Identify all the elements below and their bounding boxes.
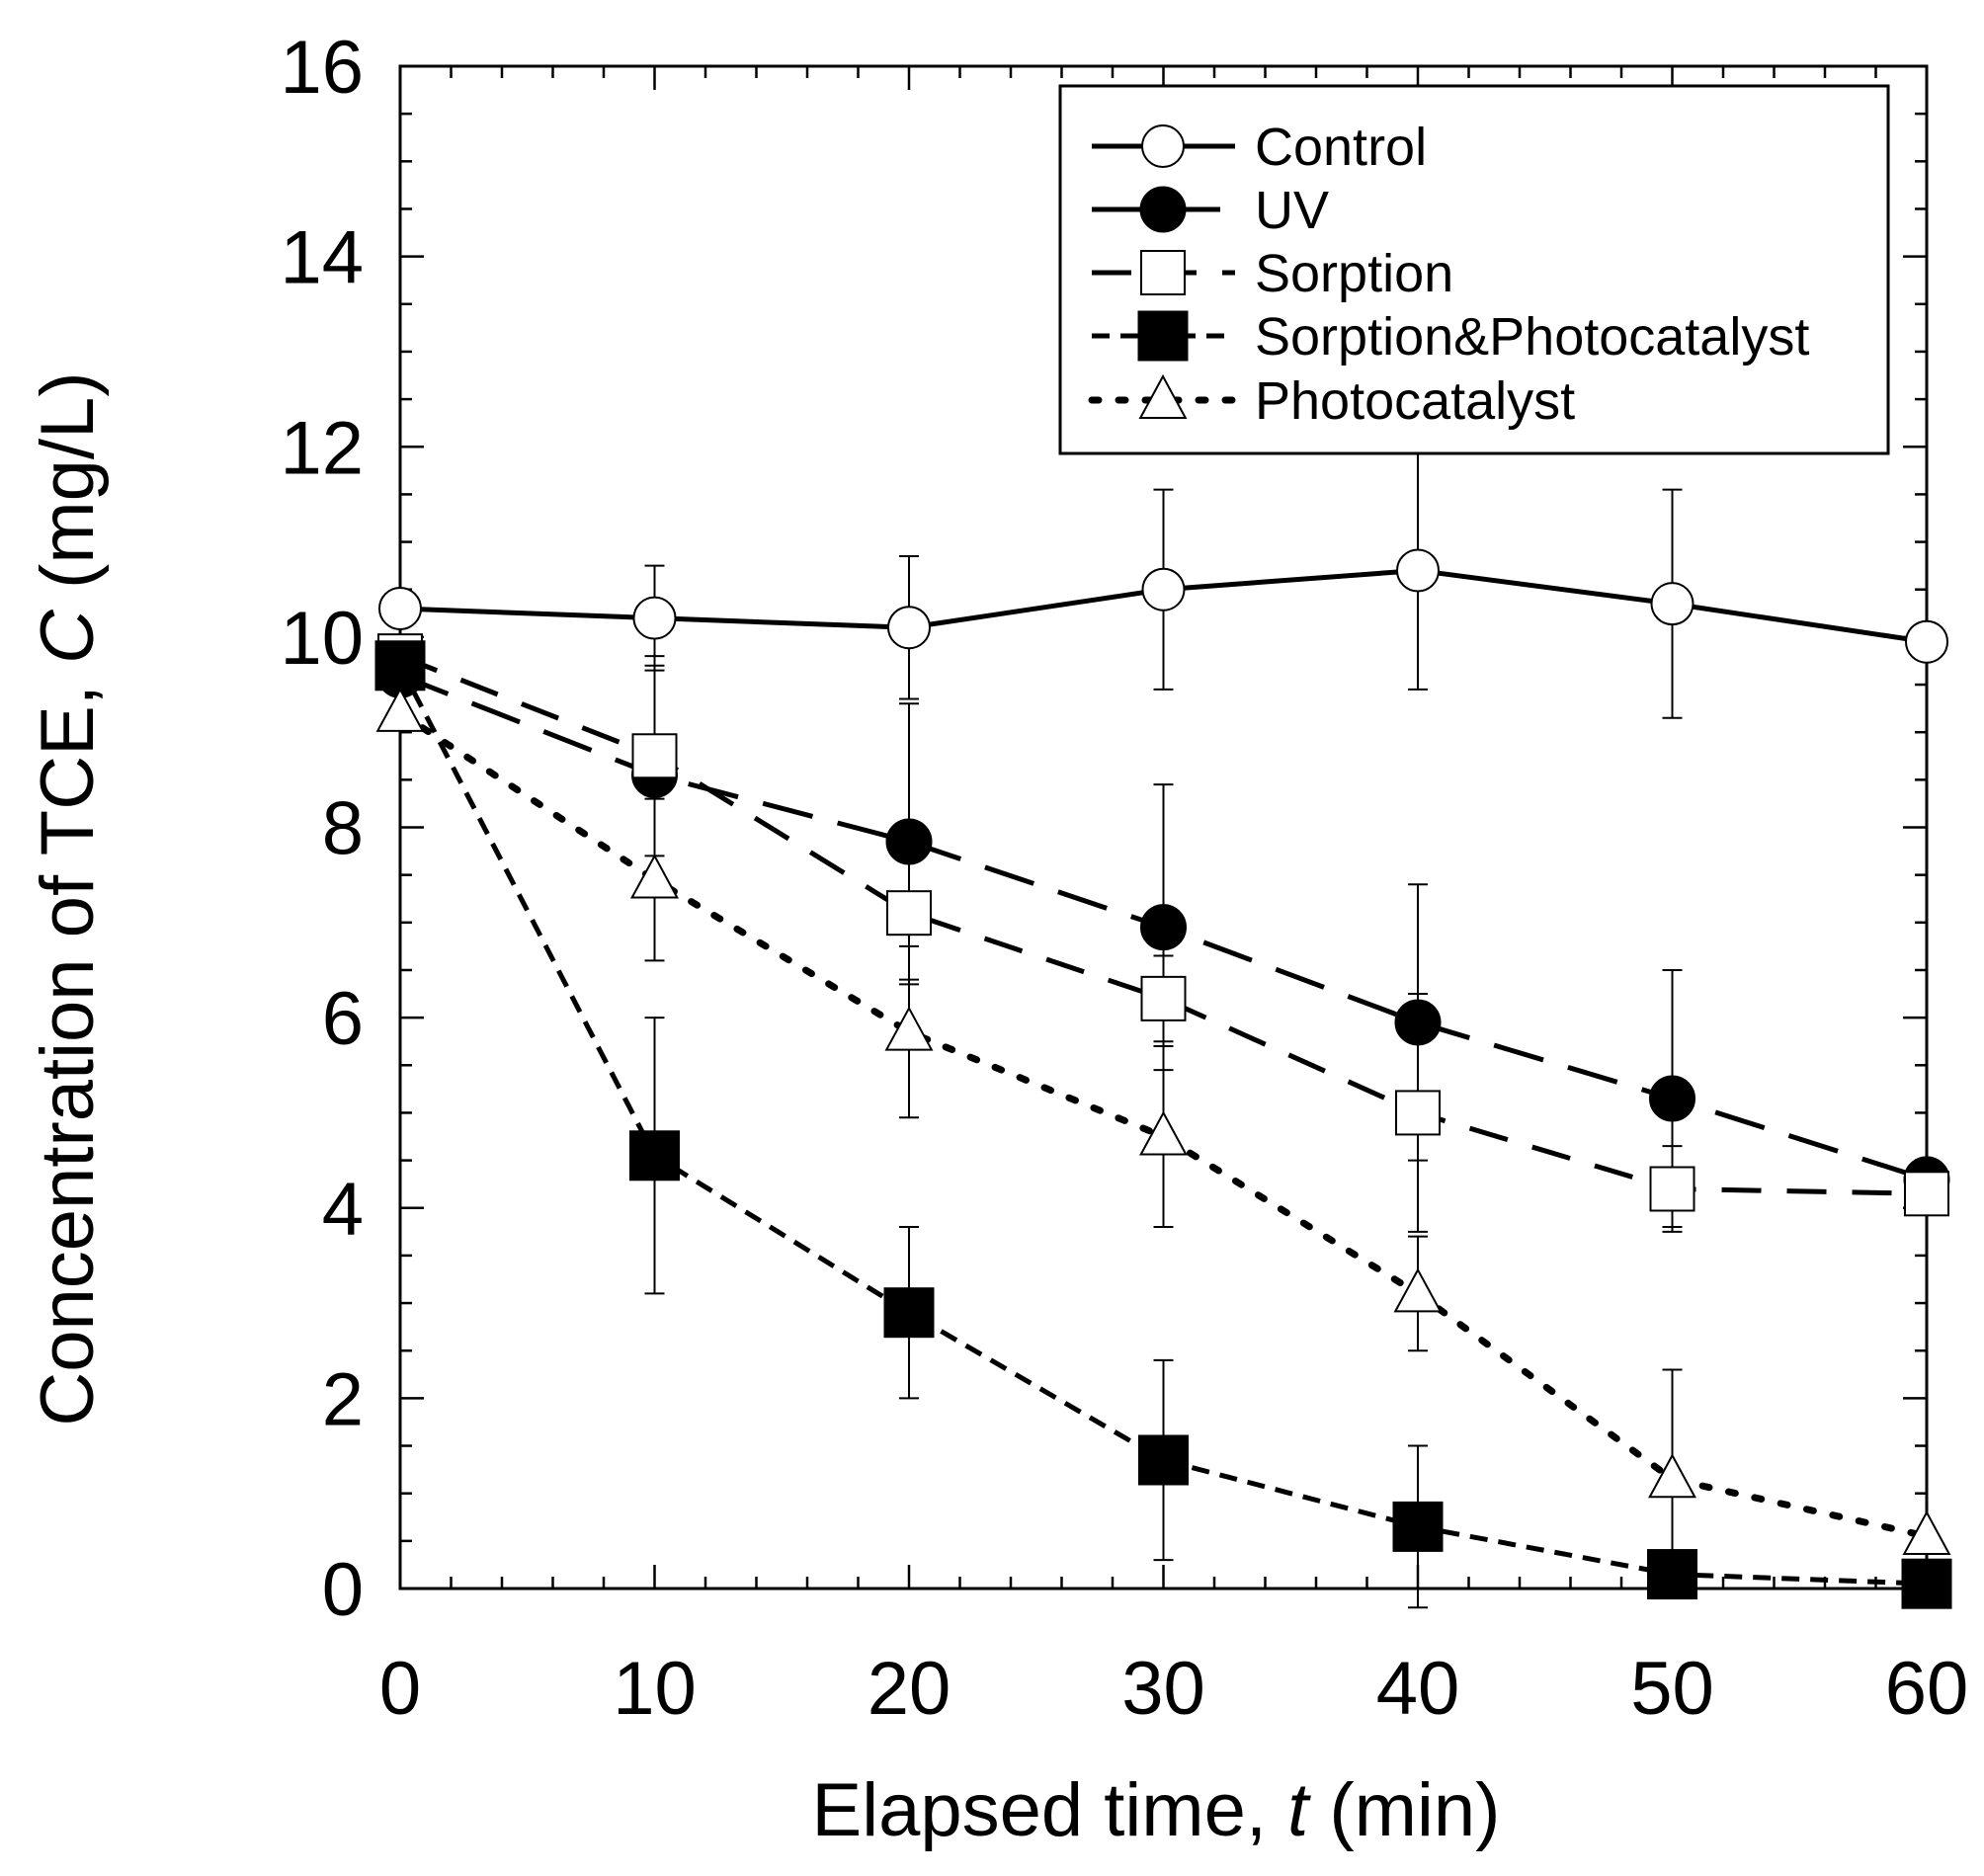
legend-label-sorption-photocatalyst: Sorption&Photocatalyst	[1255, 307, 1809, 367]
data-point-control	[1650, 582, 1695, 626]
data-point-sorption	[1904, 1171, 1949, 1217]
series-photocatalyst	[375, 687, 1951, 1590]
data-point-sorption	[886, 890, 932, 937]
data-point-photocatalyst	[1393, 1267, 1443, 1313]
y-tick-label: 0	[322, 1548, 364, 1632]
data-point-sorption-photocatalyst	[1901, 1558, 1952, 1609]
legend-label-control: Control	[1255, 118, 1427, 177]
legend-marker-control	[1141, 124, 1185, 168]
data-point-sorption	[1395, 1090, 1441, 1136]
data-point-photocatalyst	[375, 687, 425, 732]
y-tick-label: 6	[322, 977, 364, 1061]
data-point-uv	[1649, 1075, 1695, 1122]
x-tick-label: 20	[868, 1647, 951, 1731]
legend-label-sorption: Sorption	[1255, 244, 1453, 303]
axes: 0 10 20 30 40 50 60 0 2 4 6 8 10 12 14 16	[280, 26, 1968, 1731]
y-tick-label: 16	[280, 26, 364, 110]
data-point-sorption	[1649, 1166, 1695, 1212]
data-point-control	[1905, 619, 1948, 664]
data-point-sorption-photocatalyst	[629, 1130, 680, 1182]
legend-label-uv: UV	[1255, 181, 1329, 240]
legend-marker-sorption	[1140, 250, 1186, 295]
y-axis-title: Concentration of TCE, C (mg/L)	[26, 371, 110, 1426]
data-point-photocatalyst	[884, 1006, 934, 1051]
data-point-sorption-photocatalyst	[883, 1287, 935, 1339]
data-point-sorption	[1140, 975, 1187, 1021]
x-tick-label: 60	[1885, 1647, 1969, 1731]
y-tick-label: 2	[322, 1357, 364, 1441]
data-point-sorption-photocatalyst	[1392, 1501, 1444, 1552]
x-tick-label: 40	[1376, 1647, 1460, 1731]
data-point-sorption	[631, 733, 678, 779]
x-tick-label: 10	[613, 1647, 697, 1731]
x-tick-label: 30	[1121, 1647, 1205, 1731]
x-axis-title: Elapsed time, t (min)	[812, 1768, 1501, 1852]
y-tick-label: 12	[280, 406, 364, 490]
x-tick-label: 50	[1630, 1647, 1714, 1731]
data-point-control	[378, 586, 422, 630]
data-point-photocatalyst	[630, 854, 679, 899]
x-tick-label: 0	[379, 1647, 421, 1731]
y-tick-label: 8	[322, 787, 364, 871]
y-tick-label: 4	[322, 1168, 364, 1252]
data-point-photocatalyst	[1648, 1453, 1696, 1499]
data-point-control	[1141, 567, 1186, 612]
data-point-control	[632, 596, 677, 640]
series-control	[378, 450, 1948, 719]
legend-marker-photocatalyst	[1138, 373, 1188, 419]
legend-marker-uv	[1139, 186, 1187, 233]
data-point-control	[1396, 548, 1440, 593]
series-layer	[374, 450, 1952, 1609]
legend-marker-sorption-photocatalyst	[1137, 310, 1189, 362]
legend: ControlUVSorptionSorption&PhotocatalystP…	[1058, 84, 1890, 455]
data-point-photocatalyst	[1139, 1110, 1188, 1156]
y-tick-label: 10	[280, 597, 364, 681]
data-point-uv	[1140, 904, 1187, 951]
data-point-sorption-photocatalyst	[374, 640, 426, 692]
y-tick-label: 14	[280, 216, 364, 300]
data-point-control	[887, 606, 931, 650]
data-point-photocatalyst	[1902, 1509, 1951, 1556]
data-point-sorption-photocatalyst	[1138, 1434, 1189, 1486]
legend-label-photocatalyst: Photocatalyst	[1255, 371, 1575, 431]
